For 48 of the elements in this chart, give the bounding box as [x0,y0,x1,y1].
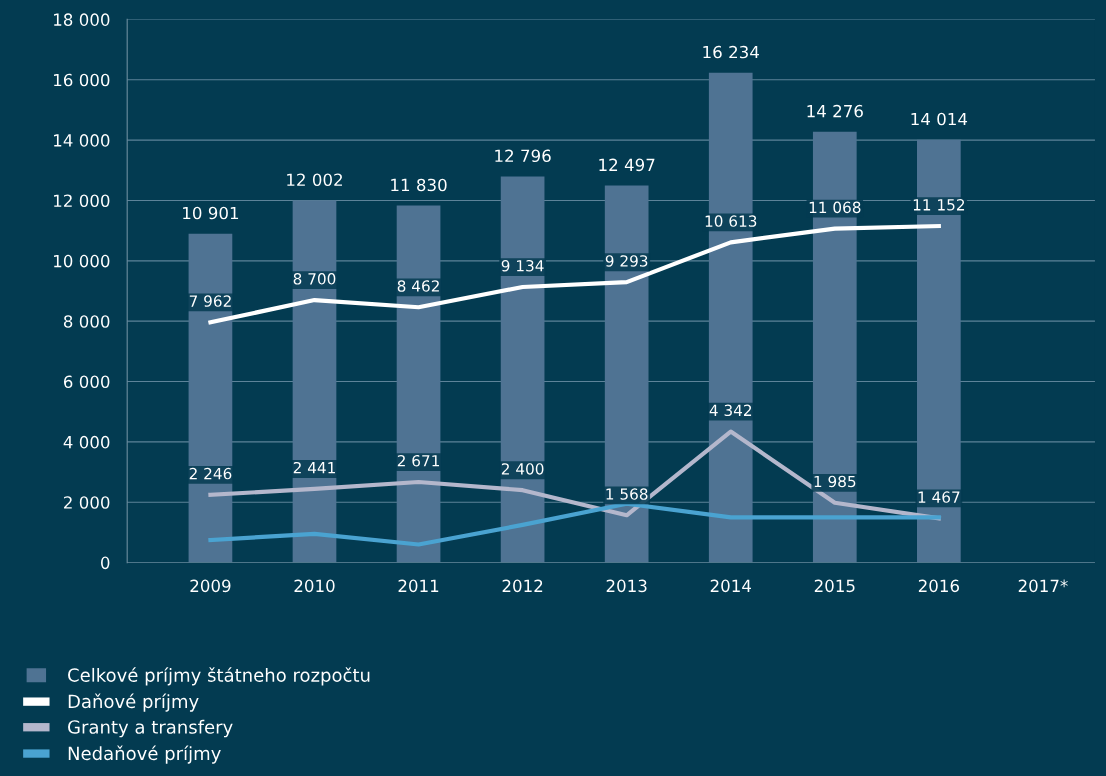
x-tick-label: 2017* [1018,579,1068,593]
data-label: 16 234 [703,45,759,59]
data-label: 2 400 [501,463,544,475]
data-label: 2 246 [189,467,232,480]
y-tick-label: 6 000 [63,375,110,389]
legend-label: Granty a transfery [68,719,233,738]
data-label: 14 014 [911,112,968,126]
x-tick-label: 2014 [710,579,752,593]
data-label: 12 497 [599,158,655,172]
data-label: 2 441 [293,461,335,474]
data-label: 12 002 [287,173,342,187]
data-label: 10 613 [705,215,757,227]
data-label: 1 568 [606,488,648,500]
x-tick-label: 2015 [814,579,855,593]
y-tick-label: 12 000 [54,194,110,208]
data-label: 11 152 [913,199,965,211]
y-tick-label: 0 [101,556,110,570]
x-tick-label: 2012 [502,579,543,593]
data-label: 7 962 [189,295,231,307]
y-tick-label: 8 000 [63,315,110,328]
y-tick-label: 2 000 [64,496,110,509]
legend-label: Daňové príjmy [68,693,199,712]
x-tick-label: 2013 [606,579,647,593]
x-tick-label: 2009 [190,579,231,593]
y-tick-label: 16 000 [54,73,110,87]
data-label: 9 134 [501,259,544,272]
line-series [208,501,941,547]
data-label: 4 342 [709,404,752,417]
x-tick-label: 2011 [398,579,439,593]
data-label: 8 700 [293,273,336,285]
legend-label: Celkové príjmy štátneho rozpočtu [68,667,370,686]
legend-label: Nedaňové príjmy [68,745,221,764]
data-label: 10 901 [183,206,239,220]
data-label: 2 671 [397,454,440,467]
x-tick-label: 2010 [294,579,335,593]
x-tick-label: 2016 [918,579,960,593]
y-tick-label: 18 000 [54,13,110,26]
data-label: 1 985 [814,475,856,488]
y-tick-label: 10 000 [54,254,110,268]
data-label: 9 293 [605,255,648,267]
data-label: 11 830 [391,178,447,192]
data-label: 1 467 [918,491,960,503]
data-label: 11 068 [809,201,861,214]
y-tick-label: 4 000 [63,435,110,449]
data-label: 12 796 [495,149,551,163]
y-tick-label: 14 000 [54,134,110,147]
data-label: 8 462 [397,280,439,292]
data-label: 14 276 [807,104,863,118]
